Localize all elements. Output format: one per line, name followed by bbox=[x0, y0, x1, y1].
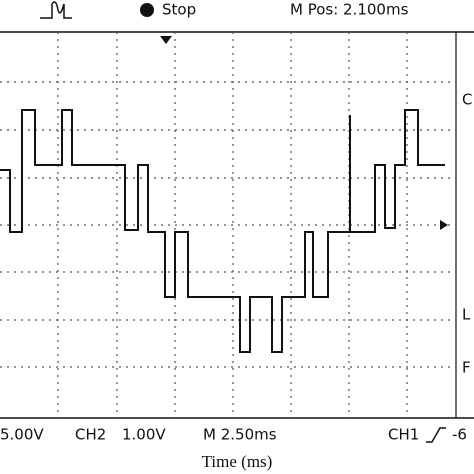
trigger-slope bbox=[426, 427, 446, 443]
graticule bbox=[0, 32, 456, 418]
trigger-icon bbox=[40, 1, 72, 19]
horizontal-position: M Pos: 2.100ms bbox=[290, 1, 409, 19]
timebase: M 2.50ms bbox=[203, 426, 277, 444]
menu-label: L bbox=[462, 306, 471, 324]
channel-scale: 5.00V bbox=[0, 426, 44, 444]
menu-label: F bbox=[462, 359, 471, 377]
trigger-source: CH1 bbox=[388, 426, 419, 444]
channel-scale: 1.00V bbox=[122, 426, 166, 444]
trigger-level-marker bbox=[440, 220, 448, 230]
run-indicator bbox=[140, 3, 154, 17]
run-state: Stop bbox=[162, 1, 196, 19]
x-axis-label: Time (ms) bbox=[202, 452, 273, 471]
channel-name: CH2 bbox=[75, 426, 106, 444]
menu-label: C bbox=[462, 91, 472, 109]
waveform bbox=[0, 109, 445, 353]
trigger-level: -6 bbox=[452, 426, 467, 444]
trigger-position-marker bbox=[160, 36, 172, 44]
